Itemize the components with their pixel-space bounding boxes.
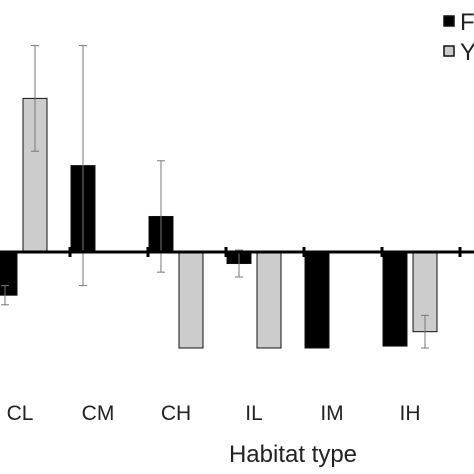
x-tick-label-cm: CM xyxy=(82,402,115,425)
x-tick-label-ih: IH xyxy=(400,402,421,425)
legend-label-y: Y xyxy=(460,39,474,66)
x-tick-label-ch: CH xyxy=(161,402,191,425)
x-tick-label-im: IM xyxy=(320,402,343,425)
bar-f-im xyxy=(304,251,330,349)
legend: FY xyxy=(443,9,474,66)
bar-y-ch xyxy=(178,251,204,349)
bars-layer xyxy=(0,97,438,349)
x-axis xyxy=(0,247,474,257)
x-tick-label-cl: CL xyxy=(7,402,34,425)
legend-label-f: F xyxy=(460,9,474,36)
bar-f-ih xyxy=(382,251,408,347)
x-tick-labels: CLCMCHILIMIHSC xyxy=(7,402,474,425)
legend-swatch-f xyxy=(443,15,455,27)
error-bars-layer xyxy=(1,45,429,349)
bar-y-il xyxy=(256,251,282,349)
bar-f-cl xyxy=(0,251,18,296)
x-tick-label-il: IL xyxy=(245,402,263,425)
x-axis-title: Habitat type xyxy=(229,441,357,468)
legend-swatch-y xyxy=(443,45,455,57)
